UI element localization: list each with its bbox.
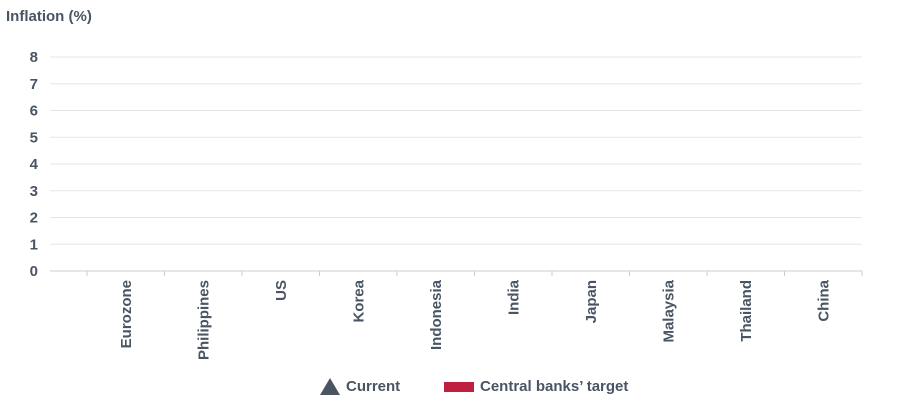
y-tick-label-5: 5 bbox=[30, 129, 38, 146]
x-tick-label-philippines: Philippines bbox=[195, 280, 212, 360]
y-tick-label-8: 8 bbox=[30, 49, 38, 66]
y-tick-label-7: 7 bbox=[30, 76, 38, 93]
x-tick-label-eurozone: Eurozone bbox=[118, 280, 135, 348]
x-tick-label-malaysia: Malaysia bbox=[660, 279, 677, 342]
legend-label-current: Current bbox=[346, 378, 401, 395]
x-tick-label-thailand: Thailand bbox=[738, 280, 755, 342]
y-tick-label-6: 6 bbox=[30, 103, 38, 120]
y-tick-label-1: 1 bbox=[30, 236, 38, 253]
x-tick-label-indonesia: Indonesia bbox=[428, 279, 445, 350]
triangle-icon bbox=[320, 378, 340, 395]
y-tick-label-2: 2 bbox=[30, 210, 38, 227]
bar-icon bbox=[444, 381, 474, 392]
legend-label-target: Central banks’ target bbox=[480, 378, 629, 395]
y-axis-title: Inflation (%) bbox=[6, 8, 92, 25]
x-tick-label-japan: Japan bbox=[583, 280, 600, 323]
legend-item-target: Central banks’ target bbox=[444, 378, 628, 395]
legend: Current Central banks’ target bbox=[0, 378, 904, 400]
chart-plot: 0 1 2 3 4 5 6 7 8 Eurozone Philippines US Korea Indon… bbox=[30, 49, 863, 360]
x-tick-label-us: US bbox=[273, 280, 290, 301]
x-tick-label-china: China bbox=[815, 279, 832, 321]
y-tick-label-0: 0 bbox=[30, 263, 38, 280]
x-tick-label-korea: Korea bbox=[350, 279, 367, 322]
x-tick-label-india: India bbox=[505, 279, 522, 315]
legend-item-current: Current bbox=[320, 378, 400, 395]
y-tick-label-3: 3 bbox=[30, 183, 38, 200]
y-tick-label-4: 4 bbox=[30, 156, 39, 173]
